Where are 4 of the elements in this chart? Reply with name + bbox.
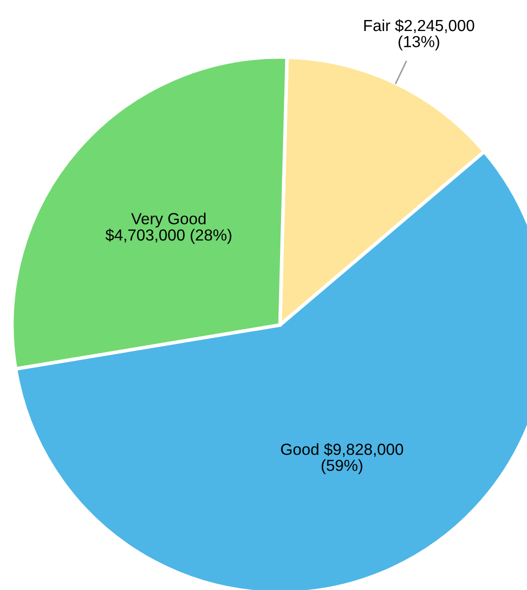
slice-label: Very Good	[131, 212, 206, 228]
data-label: $4,703,000 (28%)	[106, 228, 232, 244]
slice-label: Fair $2,245,000 (13%)	[364, 19, 474, 50]
slice-label: Good $9,828,000 (59%)	[281, 443, 404, 474]
